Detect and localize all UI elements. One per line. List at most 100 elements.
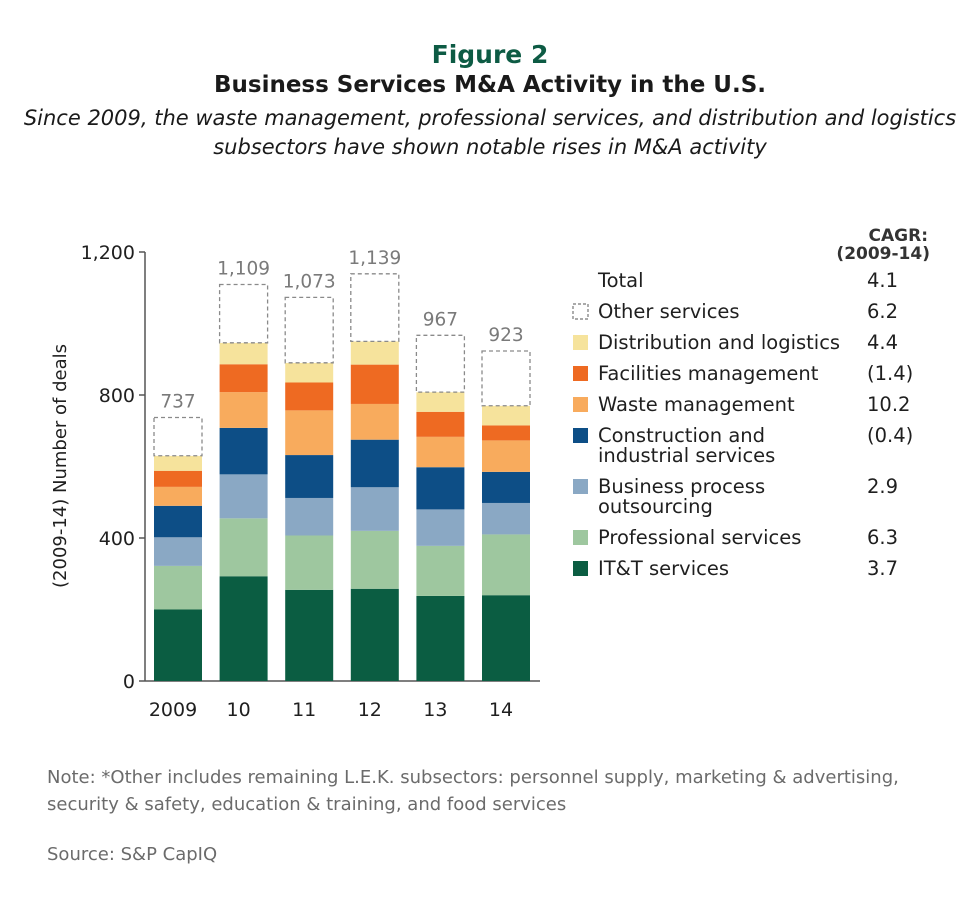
bar-total-label: 1,073 (283, 271, 336, 292)
legend-cagr-value: 6.2 (867, 300, 898, 323)
x-tick-label: 13 (423, 699, 447, 721)
legend-label: Construction and (598, 424, 765, 447)
legend-label: Business process (598, 475, 765, 498)
bar-total-label: 923 (488, 325, 523, 346)
bar-segment (219, 392, 268, 428)
bar-total-label: 1,139 (348, 248, 401, 269)
y-axis-label: (2009-14) Number of deals (50, 344, 71, 588)
legend-label: Facilities management (598, 362, 819, 385)
bar-segment (482, 471, 530, 503)
bar-segment (285, 410, 334, 456)
figure-header: Figure 2 Business Services M&A Activity … (0, 40, 980, 162)
y-tick-label: 1,200 (81, 242, 135, 264)
legend-label: Distribution and logistics (598, 331, 840, 354)
bar-segment (218, 283, 269, 344)
legend-cagr-subheader: (2009-14) (836, 244, 930, 264)
legend-label: IT&T services (598, 557, 729, 580)
bar-segment (482, 534, 530, 596)
legend-swatch (573, 561, 588, 576)
bar-segment (416, 392, 465, 412)
legend-swatch (573, 479, 588, 494)
stacked-bar-chart: 0 400 800 1,200 (2009-14) Number of deals 737… (50, 226, 930, 721)
legend-cagr-value: 6.3 (867, 526, 898, 549)
bar-segment (350, 439, 399, 488)
bar-segment (416, 436, 465, 468)
bar-segment (153, 416, 203, 457)
bar-segment (416, 411, 465, 437)
legend-label: Other services (598, 300, 740, 323)
chart-title: Business Services M&A Activity in the U.… (213, 72, 767, 98)
bar-segment (350, 487, 399, 531)
bar-segment (350, 530, 399, 589)
x-tick-label: 14 (489, 699, 513, 721)
legend-swatch (573, 366, 588, 381)
legend-label: Waste management (598, 393, 795, 416)
bar-segment (285, 382, 334, 411)
bar-segment (285, 497, 334, 536)
y-tick-label: 400 (99, 528, 135, 550)
bar-segment (416, 545, 465, 596)
legend-cagr-value: (1.4) (867, 362, 913, 385)
bar-total-label: 1,109 (217, 259, 270, 280)
legend-cagr-header: CAGR: (869, 226, 928, 246)
bar-segment (285, 455, 334, 498)
bar-segment (350, 403, 399, 440)
bar-segment (219, 576, 268, 681)
bar-segment (482, 595, 530, 681)
x-tick-label: 11 (292, 699, 316, 721)
bar-total-label: 737 (160, 392, 195, 413)
chart-source: Source: S&P CapIQ (47, 844, 218, 865)
legend-cagr-value: 3.7 (867, 557, 898, 580)
bar-segment (416, 467, 465, 510)
bar-segment (154, 470, 202, 487)
legend-swatch (573, 530, 588, 545)
legend-total-label: Total (597, 269, 644, 292)
bar-segment (285, 589, 334, 681)
bar-segment (154, 505, 202, 538)
bar-segment (285, 535, 334, 590)
bar-segment (416, 595, 465, 681)
bar-segment (154, 455, 202, 471)
chart-note: Note: *Other includes remaining L.E.K. s… (47, 767, 899, 815)
bar-segment (482, 405, 530, 426)
legend-label: industrial services (598, 444, 775, 467)
bar-segment (219, 474, 268, 519)
bar-segment (219, 342, 268, 365)
chart-subtitle: Since 2009, the waste management, profes… (23, 106, 957, 159)
bar-segment (481, 350, 531, 407)
bar-segment (415, 334, 466, 393)
bar-segment (416, 509, 465, 546)
x-tick-label: 2009 (149, 699, 197, 721)
x-tick-label: 10 (227, 699, 251, 721)
bar-segment (482, 440, 530, 472)
bar-segment (154, 537, 202, 566)
legend-label: Professional services (598, 526, 801, 549)
bar-segment (350, 364, 399, 404)
legend-swatch (573, 397, 588, 412)
bar-segment (350, 341, 399, 365)
bar-segment (482, 425, 530, 441)
legend-cagr-value: 2.9 (867, 475, 898, 498)
y-tick-label: 0 (123, 671, 135, 693)
bar-segment (154, 486, 202, 506)
legend-swatch (573, 335, 588, 350)
bar-total-label: 967 (423, 309, 458, 330)
legend-swatch (572, 303, 589, 320)
legend-swatch (573, 428, 588, 443)
bar-segment (219, 518, 268, 577)
legend-total-cagr: 4.1 (867, 269, 898, 292)
bar-segment (285, 362, 334, 383)
bar-segment (350, 588, 399, 681)
legend-cagr-value: 10.2 (867, 393, 910, 416)
bar-segment (219, 427, 268, 475)
x-tick-label: 12 (358, 699, 382, 721)
bar-segment (154, 565, 202, 610)
y-tick-label: 800 (99, 385, 135, 407)
legend-cagr-value: 4.4 (867, 331, 898, 354)
legend-label: outsourcing (598, 495, 713, 518)
bar-segment (482, 502, 530, 535)
legend-cagr-value: (0.4) (867, 424, 913, 447)
bar-segment (219, 364, 268, 393)
figure-label: Figure 2 (431, 40, 549, 69)
bar-segment (284, 296, 334, 364)
